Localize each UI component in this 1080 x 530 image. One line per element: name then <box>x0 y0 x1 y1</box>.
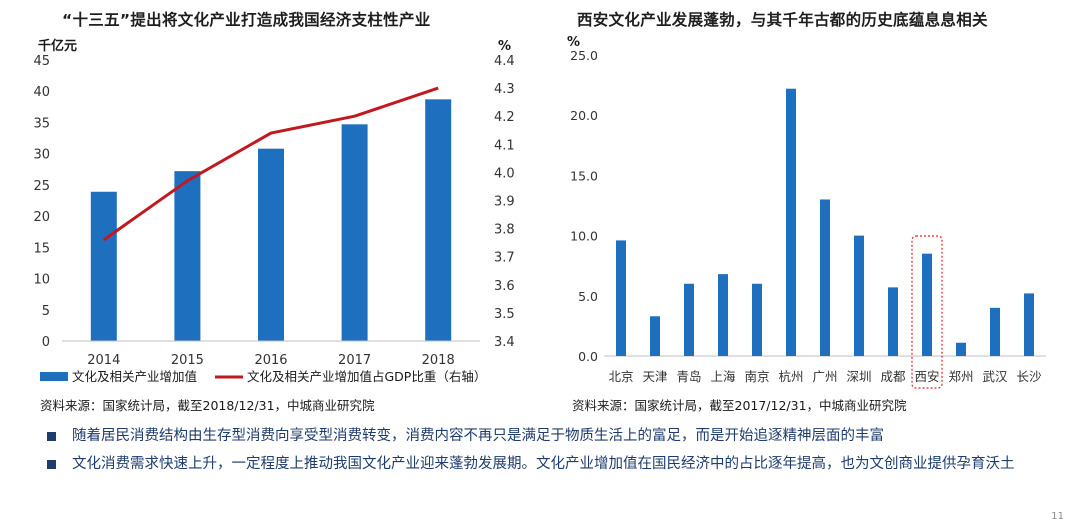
charts-canvas: 千亿元 % 0 5 10 15 20 25 30 35 40 45 3.4 3.5 3.6 3.7 3.8 3.9… <box>33 35 1046 389</box>
left-bar <box>425 99 452 341</box>
left-line-series <box>102 86 439 242</box>
legend-bar-label: 文化及相关产业增加值 <box>72 369 197 384</box>
right-y-tick-label: 4.4 <box>494 54 515 69</box>
right-chart-x-tick-label: 广州 <box>812 369 837 384</box>
left-y-tick-label: 0 <box>42 335 50 350</box>
bullet-text: 随着居民消费结构由生存型消费向享受型消费转变，消费内容不再只是满足于物质生活上的… <box>72 428 884 444</box>
left-y-tick-label: 45 <box>33 54 50 69</box>
left-x-tick-label: 2015 <box>171 353 204 368</box>
right-chart-title: 西安文化产业发展蓬勃，与其千年古都的历史底蕴息息相关 <box>577 11 988 29</box>
left-bar <box>341 124 368 341</box>
right-chart-y-tick-label: 15.0 <box>570 168 598 183</box>
right-chart-x-tick-label: 杭州 <box>778 369 803 384</box>
right-chart-x-tick-label: 北京 <box>608 369 633 384</box>
right-chart-x-tick-label: 郑州 <box>948 369 973 384</box>
right-chart-bar <box>752 283 762 356</box>
right-y-tick-label: 4.0 <box>494 166 515 181</box>
right-chart-x-tick-label: 南京 <box>744 369 769 384</box>
left-y-tick-label: 25 <box>33 179 50 194</box>
right-chart-x-tick-label: 深圳 <box>846 369 871 384</box>
right-y-unit: % <box>498 39 511 54</box>
left-bar <box>258 148 284 341</box>
right-chart-x-tick-label: 长沙 <box>1016 369 1042 384</box>
left-y-tick-label: 20 <box>33 210 50 225</box>
left-x-tick-label: 2014 <box>87 353 120 368</box>
bullet-item: 随着居民消费结构由生存型消费向享受型消费转变，消费内容不再只是满足于物质生活上的… <box>42 425 1042 447</box>
right-y-tick-label: 4.1 <box>494 138 515 153</box>
right-chart-x-tick-label: 西安 <box>914 369 939 384</box>
left-y-tick-label: 35 <box>33 116 50 131</box>
right-chart-x-tick-label: 武汉 <box>982 369 1008 384</box>
right-chart-x-tick-label: 成都 <box>880 369 906 384</box>
right-chart-y-tick-label: 20.0 <box>570 108 598 123</box>
bullet-item: 文化消费需求快速上升，一定程度上推动我国文化产业迎来蓬勃发展期。文化产业增加值在… <box>42 453 1042 475</box>
right-chart-y-tick-label: 10.0 <box>570 229 598 244</box>
right-chart-bar <box>1024 293 1034 356</box>
right-y-tick-label: 4.2 <box>494 110 515 125</box>
right-chart-bar <box>820 199 830 356</box>
right-chart-y-tick-label: 25.0 <box>570 48 598 63</box>
right-chart-bar <box>718 274 728 356</box>
bullet-list: 随着居民消费结构由生存型消费向享受型消费转变，消费内容不再只是满足于物质生活上的… <box>42 425 1042 475</box>
highlight-box <box>911 235 943 389</box>
square-bullet-icon <box>47 432 56 441</box>
square-bullet-icon <box>47 460 56 469</box>
right-y-tick-label: 3.8 <box>494 223 515 238</box>
right-y-tick-label: 3.9 <box>494 195 515 210</box>
right-chart-x-tick-label: 天津 <box>642 369 667 384</box>
right-chart-bar <box>922 253 932 356</box>
right-chart-x-tick-label: 青岛 <box>676 369 701 384</box>
legend-line-label: 文化及相关产业增加值占GDP比重（右轴） <box>247 369 486 384</box>
left-bar <box>174 171 201 341</box>
right-chart-y-tick-label: 5.0 <box>578 289 598 304</box>
left-x-tick-label: 2017 <box>338 353 371 368</box>
right-chart-bar <box>684 283 694 356</box>
right-chart-y-unit: % <box>567 35 580 50</box>
left-chart-title: “十三五”提出将文化产业打造成我国经济支柱性产业 <box>62 11 431 29</box>
left-x-tick-label: 2016 <box>254 353 287 368</box>
left-y-unit: 千亿元 <box>38 38 77 54</box>
right-chart-bar <box>888 287 898 356</box>
left-y-tick-label: 40 <box>33 85 50 100</box>
right-chart-bar <box>616 240 626 356</box>
left-y-tick-label: 15 <box>33 241 50 256</box>
right-chart-y-tick-label: 0.0 <box>578 349 598 364</box>
right-y-tick-label: 3.7 <box>494 251 515 266</box>
page-number: 11 <box>1051 511 1064 522</box>
legend-bar-swatch <box>40 372 68 381</box>
right-y-tick-label: 3.4 <box>494 335 515 350</box>
right-chart-bar <box>650 316 660 356</box>
right-chart-bar <box>956 342 966 356</box>
right-y-tick-label: 3.5 <box>494 307 515 322</box>
right-chart-bar <box>786 88 796 356</box>
left-bar <box>90 191 117 341</box>
left-chart-source: 资料来源：国家统计局，截至2018/12/31，中城商业研究院 <box>40 398 375 413</box>
right-chart-x-tick-label: 上海 <box>710 369 736 384</box>
left-y-tick-label: 10 <box>33 273 50 288</box>
bullet-text: 文化消费需求快速上升，一定程度上推动我国文化产业迎来蓬勃发展期。文化产业增加值在… <box>72 456 1015 472</box>
right-y-tick-label: 4.3 <box>494 82 515 97</box>
right-chart-bar <box>990 307 1000 356</box>
right-chart-source: 资料来源：国家统计局，截至2017/12/31，中城商业研究院 <box>572 398 907 413</box>
left-y-tick-label: 30 <box>33 148 50 163</box>
left-y-tick-label: 5 <box>42 304 50 319</box>
left-x-tick-label: 2018 <box>422 353 455 368</box>
right-y-tick-label: 3.6 <box>494 279 515 294</box>
right-chart-bar <box>854 235 864 356</box>
